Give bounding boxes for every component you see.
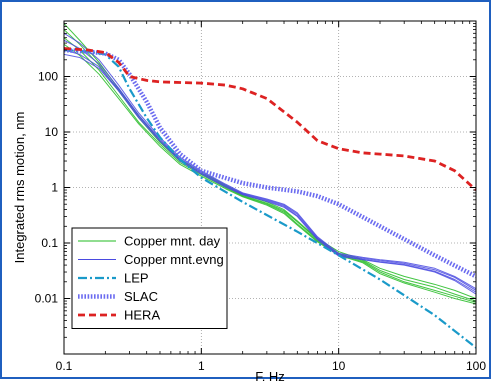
x-tick-label: 1: [198, 359, 205, 373]
x-axis-label: F, Hz: [255, 369, 285, 381]
y-tick-label: 0.1: [41, 236, 58, 250]
y-axis: 0.01 0.1 1 10 100: [35, 23, 476, 338]
y-tick-label: 10: [45, 125, 59, 139]
x-tick-label: 0.1: [56, 359, 73, 373]
legend-label-hera: HERA: [124, 308, 160, 323]
series-slac-line: [64, 47, 476, 279]
legend: Copper mnt. day Copper mnt.evng LEP SLAC HER…: [71, 227, 228, 329]
y-tick-label: 1: [51, 181, 58, 195]
series-lep-line: [64, 48, 476, 349]
series-layer: [64, 23, 476, 349]
series-copper-mnt-evng-curve-4: [64, 53, 476, 295]
series-copper-mnt-evng-curve-1: [64, 32, 476, 290]
legend-label-copper-mnt-evng: Copper mnt.evng: [124, 252, 224, 267]
legend-label-slac: SLAC: [124, 289, 158, 304]
x-axis: 0.1 1 10 100: [56, 21, 486, 373]
y-tick-label: 100: [38, 70, 58, 84]
y-axis-label: Integrated rms motion, nm: [12, 112, 27, 264]
series-copper-mnt-day-curve-3: [64, 37, 476, 303]
legend-label-copper-mnt-day: Copper mnt. day: [124, 234, 221, 249]
series-hera-line: [64, 47, 476, 192]
series-copper-mnt-evng-curve-2: [64, 39, 476, 291]
series-copper-mnt-day-curve-4: [64, 43, 476, 305]
x-tick-label: 100: [466, 359, 486, 373]
x-tick-label: 10: [332, 359, 346, 373]
y-tick-label: 0.01: [35, 292, 59, 306]
legend-label-lep: LEP: [124, 271, 149, 286]
series-copper-mnt-evng-curve-3: [64, 49, 476, 293]
